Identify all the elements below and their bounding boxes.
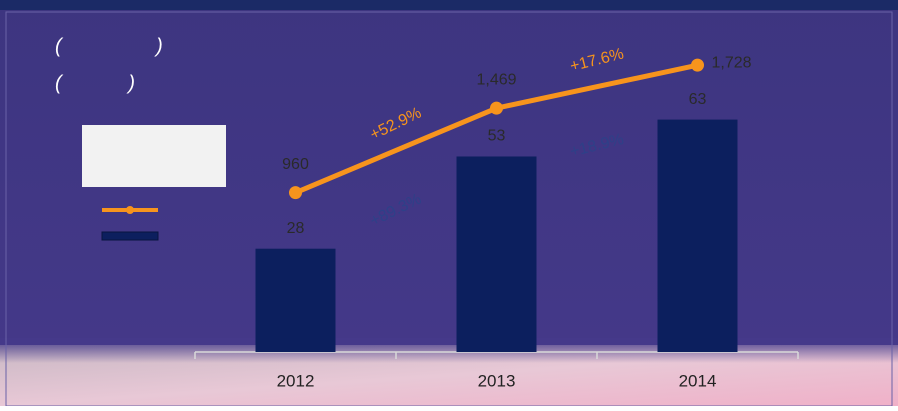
x-tick-label: 2012 bbox=[277, 371, 315, 390]
bar-value-label: 28 bbox=[287, 220, 305, 237]
line-value-label: 1,728 bbox=[712, 54, 752, 71]
line-value-label: 1,469 bbox=[476, 71, 516, 88]
floor-fade bbox=[0, 338, 898, 363]
x-tick-label: 2014 bbox=[679, 371, 717, 390]
line-value-label: 960 bbox=[282, 156, 309, 173]
bar bbox=[658, 120, 738, 352]
line-point bbox=[490, 102, 503, 115]
legend-line-marker bbox=[126, 206, 134, 214]
top-band bbox=[0, 0, 898, 10]
bar-value-label: 53 bbox=[488, 128, 506, 145]
chart: ( ) ( ) 2012201320142853639601,4691,728+… bbox=[0, 0, 898, 406]
page: ( ) ( ) 2012201320142853639601,4691,728+… bbox=[0, 0, 898, 406]
bar-value-label: 63 bbox=[689, 91, 707, 108]
line-point bbox=[691, 59, 704, 72]
legend-box bbox=[82, 125, 226, 187]
title-line: ( ) bbox=[55, 72, 135, 94]
line-point bbox=[289, 186, 302, 199]
legend-bar-marker bbox=[102, 232, 158, 240]
bar bbox=[457, 156, 537, 352]
bar bbox=[256, 249, 336, 352]
title-line: ( ) bbox=[55, 35, 163, 57]
x-tick-label: 2013 bbox=[478, 371, 516, 390]
